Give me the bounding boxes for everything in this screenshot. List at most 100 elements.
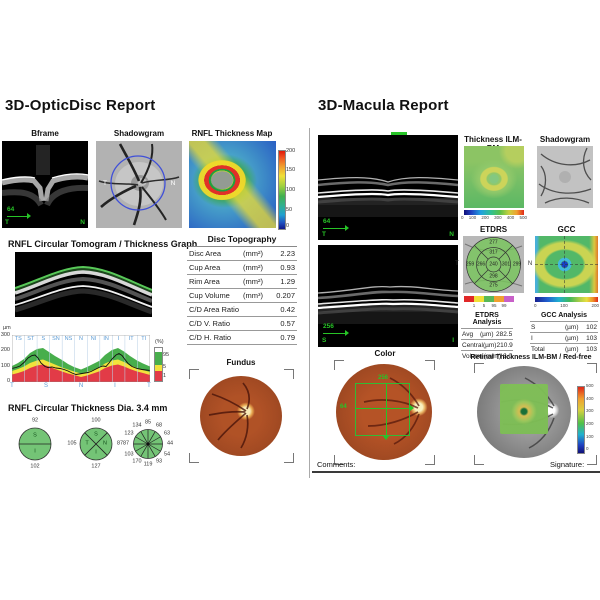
row-unit: (mm²) <box>243 249 263 258</box>
etdrs-inner-bottom: 298 <box>489 273 498 279</box>
bracket-icon <box>425 360 435 370</box>
table-row: C/D V. Ratio 0.57 <box>187 317 297 331</box>
redfree-colorbar-ticks: 500 400 300 200 100 0 <box>586 383 594 452</box>
macula-bscan2-svg <box>317 245 459 347</box>
etdrs-outer-left: 259 <box>465 261 475 267</box>
graph-sector-labels: TS ST S SN NS N NI IN I IT TI <box>12 336 150 342</box>
row-name: Cup Area <box>189 263 221 272</box>
bscan1-scan-arrow-icon <box>323 225 349 231</box>
row-value: 0.79 <box>280 333 295 342</box>
etdrs-analysis-title: ETDRS Analysis <box>472 312 502 326</box>
table-row: I (µm) 103 <box>530 332 598 343</box>
row-unit: (µm) <box>482 341 497 349</box>
graph-legend-title: (%) <box>155 339 164 345</box>
graph-y-tick: 100 <box>0 363 10 369</box>
graph-legend-bar <box>154 347 163 382</box>
h-scan-line-arrow <box>355 405 414 411</box>
graph-x-label: T <box>147 383 151 389</box>
disc-shadowgram-svg <box>96 141 182 228</box>
row-unit: (mm³) <box>483 352 502 360</box>
cbar-tick: 400 <box>586 395 594 401</box>
macula-shadowgram-label: Shadowgram <box>539 135 591 144</box>
cbar-tick: 100 <box>560 303 568 308</box>
gcc-crosshair-v <box>564 236 565 293</box>
bracket-icon <box>334 360 344 370</box>
quad-s-label: S <box>94 431 98 438</box>
sector-label: IT <box>128 336 134 342</box>
macula-bscan-vertical: 256 S I <box>317 245 459 347</box>
bscan2-corner-left: S <box>322 337 327 344</box>
fundus-label: Fundus <box>226 358 256 367</box>
gcc-colorbar <box>535 297 598 302</box>
disc-topography-table: Disc Topography Disc Area (mm²) 2.23 Cup A… <box>187 232 297 345</box>
etdrs-center-value: 240 <box>489 261 498 267</box>
etdrs-inner-right: 301 <box>501 261 511 267</box>
scan-area-overlay <box>355 383 410 436</box>
macula-bscan-horizontal: 64 T N <box>317 135 459 240</box>
bframe-label: Bframe <box>31 129 59 138</box>
row-value: 103 <box>586 345 597 353</box>
bracket-icon <box>587 363 597 373</box>
etdrs-scale-tick: 1 <box>472 302 476 308</box>
graph-y-unit: µm <box>3 325 11 331</box>
etdrs-inner-top: 317 <box>489 249 498 255</box>
bframe-corner-left: T <box>5 219 9 226</box>
gcc-colorbar-ticks: 0 100 200 <box>534 303 599 309</box>
rnfl-cbar-tick: 50 <box>286 207 293 213</box>
table-row: Disc Area (mm²) 2.23 <box>187 247 297 261</box>
bframe-oct-svg <box>1 141 89 228</box>
fundus-vessels-svg <box>208 382 250 449</box>
rnfl-thickness-graph: µm 300 200 100 0 TS ST S SN NS N <box>0 322 185 394</box>
row-name: S <box>531 323 536 331</box>
table-row: Cup Area (mm²) 0.93 <box>187 261 297 275</box>
row-unit: (µm) <box>565 323 579 331</box>
table-row: Rim Area (mm²) 1.29 <box>187 275 297 289</box>
thickness-ilm-bm-colorbar <box>464 210 524 215</box>
cbar-tick: 200 <box>481 215 489 220</box>
clock-value: 134 <box>132 422 142 429</box>
clock-value: 63 <box>163 429 171 436</box>
table-row: Avg (µm) 282.5 <box>461 328 513 339</box>
cbar-tick: 300 <box>494 215 502 220</box>
graph-x-label: T <box>10 383 14 389</box>
quad-right-value: 87 <box>116 440 124 447</box>
quad-t-label: T <box>85 440 89 447</box>
table-row: Total (µm) 103 <box>530 343 598 354</box>
scan-circle-overlay <box>110 155 166 211</box>
clock-value: 170 <box>132 458 142 465</box>
quad-i-label: I <box>95 449 97 456</box>
table-row: S (µm) 102 <box>530 321 598 332</box>
table-row: C/D Area Ratio 0.42 <box>187 303 297 317</box>
circular-tomogram-svg <box>14 252 153 317</box>
retinal-thickness-overlay <box>500 384 548 434</box>
row-value: 103 <box>586 334 597 342</box>
row-unit: (mm²) <box>243 263 263 272</box>
row-name: Volume <box>462 352 484 360</box>
shadowgram-label: Shadowgram <box>113 129 165 138</box>
v-scan-number: 256 <box>378 375 389 381</box>
row-unit: (mm²) <box>243 277 263 286</box>
clock-value: 85 <box>144 419 152 426</box>
rnfl-graph-plot <box>12 335 150 382</box>
opticdisc-report-title: 3D-OpticDisc Report <box>5 97 156 114</box>
etdrs-grid-map: 240 317 301 298 266 277 299 275 259 <box>463 236 524 293</box>
hemi-bottom-value: 102 <box>30 463 40 470</box>
color-fundus-label: Color <box>374 349 396 358</box>
row-name: Disc Area <box>189 249 222 258</box>
signature-label: Signature: <box>550 460 585 469</box>
gcc-analysis-table: GCC Analysis S (µm) 102 I (µm) 103 Total (µm)… <box>530 311 598 354</box>
cbar-tick: 0 <box>534 303 537 308</box>
cbar-tick: 0 <box>461 215 464 220</box>
sector-label: N <box>79 336 83 342</box>
etdrs-inner-left: 266 <box>476 261 486 267</box>
circular-tomogram-image <box>14 252 153 317</box>
sector-label: NI <box>90 336 97 342</box>
etdrs-significance-colorbar <box>464 296 514 302</box>
bracket-icon <box>474 455 484 465</box>
bframe-corner-right: N <box>80 219 85 226</box>
row-value: 102 <box>586 323 597 331</box>
bracket-icon <box>334 455 344 465</box>
bscan1-corner-right: N <box>449 231 454 238</box>
disc-shadowgram-left-label: T <box>103 179 107 187</box>
